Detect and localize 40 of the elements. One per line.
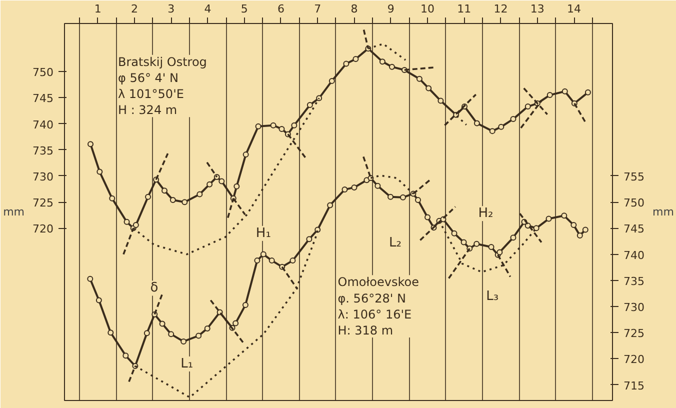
annotation: L₂ bbox=[389, 235, 402, 250]
annotation: δ bbox=[150, 280, 158, 296]
x-tick-label: 7 bbox=[314, 2, 322, 16]
x-tick-label: 5 bbox=[240, 2, 248, 16]
x-tick-label: 4 bbox=[204, 2, 212, 16]
y-tick-label: 720 bbox=[32, 222, 54, 236]
x-tick-label: 9 bbox=[387, 2, 394, 16]
y2-tick-label: 755 bbox=[624, 170, 644, 184]
y2-tick-label: 720 bbox=[624, 353, 644, 366]
y2-tick-label: 715 bbox=[624, 379, 644, 392]
y2-tick-label: 750 bbox=[624, 196, 644, 210]
y-tick-label: 730 bbox=[32, 170, 54, 184]
x-tick-label: 3 bbox=[168, 2, 175, 16]
annotation: H₂ bbox=[478, 206, 494, 222]
annotation: Omołoevskoe φ. 56°28' N λ: 106° 16'E H: 318 m bbox=[338, 275, 419, 338]
y-axis-title: mm bbox=[3, 206, 25, 218]
x-tick-label: 10 bbox=[420, 2, 435, 16]
annotation: H₁ bbox=[256, 226, 271, 241]
y2-tick-label: 745 bbox=[624, 222, 644, 236]
y-tick-label: 725 bbox=[32, 196, 54, 210]
annotation: L₃ bbox=[486, 289, 499, 304]
y-tick-label: 745 bbox=[32, 92, 54, 106]
y2-tick-label: 735 bbox=[624, 274, 644, 288]
x-tick-label: 1 bbox=[94, 2, 102, 16]
x-tick-label: 11 bbox=[457, 2, 472, 16]
y2-axis-title: mm bbox=[652, 206, 674, 218]
y2-tick-label: 725 bbox=[624, 327, 644, 340]
x-tick-label: 12 bbox=[494, 2, 508, 16]
annotation: L₁ bbox=[180, 356, 194, 372]
x-tick-label: 6 bbox=[277, 2, 284, 16]
x-tick-label: 13 bbox=[530, 2, 544, 16]
y-tick-label: 735 bbox=[32, 144, 54, 158]
x-tick-label: 8 bbox=[350, 2, 358, 16]
y-tick-label: 740 bbox=[32, 118, 54, 132]
y-tick-label: 750 bbox=[32, 66, 54, 80]
annotation: Bratskij Ostrog φ 56° 4' N λ 101°50'E H : 324 m bbox=[118, 54, 207, 118]
x-tick-label: 2 bbox=[130, 2, 138, 16]
x-tick-label: 14 bbox=[567, 2, 582, 16]
y2-tick-label: 740 bbox=[624, 248, 644, 262]
y2-tick-label: 730 bbox=[624, 301, 644, 314]
